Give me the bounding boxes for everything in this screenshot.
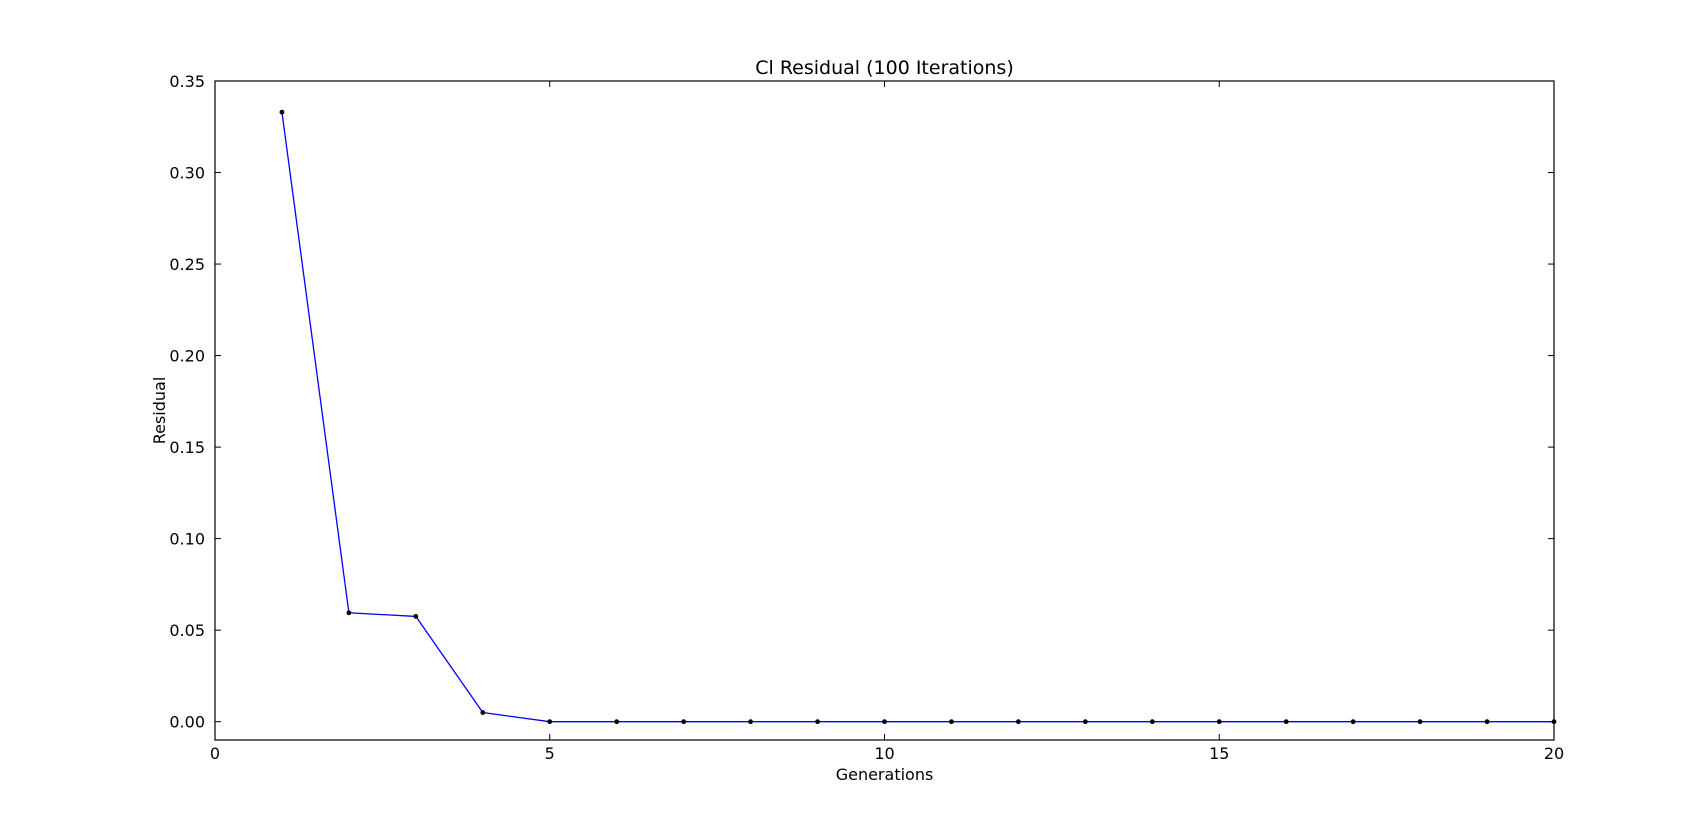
y-tick-label: 0.15	[169, 438, 205, 457]
data-point-marker	[748, 719, 753, 725]
y-tick-label: 0.10	[169, 530, 205, 549]
data-point-marker	[681, 719, 687, 725]
data-point-marker	[815, 719, 820, 725]
y-tick-label: 0.35	[169, 72, 205, 91]
x-tick-label: 15	[1209, 744, 1229, 763]
data-point-marker	[1283, 719, 1289, 725]
data-point-marker	[949, 719, 954, 725]
data-point-marker	[346, 610, 352, 616]
chart-title: Cl Residual (100 Iterations)	[755, 57, 1014, 79]
series-layer	[279, 109, 1557, 725]
data-point-marker	[882, 719, 887, 725]
data-point-marker	[1350, 719, 1356, 725]
data-point-marker	[1016, 719, 1021, 725]
data-point-marker	[1216, 719, 1222, 725]
plot-frame	[214, 80, 1555, 741]
x-tick-label: 10	[874, 744, 894, 763]
x-axis-label: Generations	[836, 765, 934, 784]
data-point-marker	[1082, 719, 1088, 725]
y-tick-label: 0.30	[169, 164, 205, 183]
data-point-marker	[279, 109, 285, 115]
y-tick-label: 0.20	[169, 347, 205, 366]
data-point-marker	[614, 719, 620, 725]
y-tick-label: 0.05	[169, 621, 205, 640]
y-tick-label: 0.25	[169, 255, 205, 274]
x-tick-label: 0	[210, 744, 220, 763]
data-point-marker	[480, 710, 486, 715]
x-tick-label: 5	[545, 744, 555, 763]
y-axis-label: Residual	[150, 377, 169, 445]
x-tick-label: 20	[1544, 744, 1564, 763]
series-line	[281, 112, 1554, 723]
data-point-marker	[1149, 719, 1155, 725]
y-tick-label: 0.00	[169, 713, 205, 732]
ticks-layer: 0 5 10 15 20 0.00 0.05 0.10 0.15 0.20 0.25 0.30 0.35	[169, 72, 1564, 763]
data-point-marker	[413, 614, 419, 619]
data-point-marker	[547, 719, 553, 725]
data-point-marker	[1484, 719, 1490, 725]
data-point-marker	[1417, 719, 1423, 725]
